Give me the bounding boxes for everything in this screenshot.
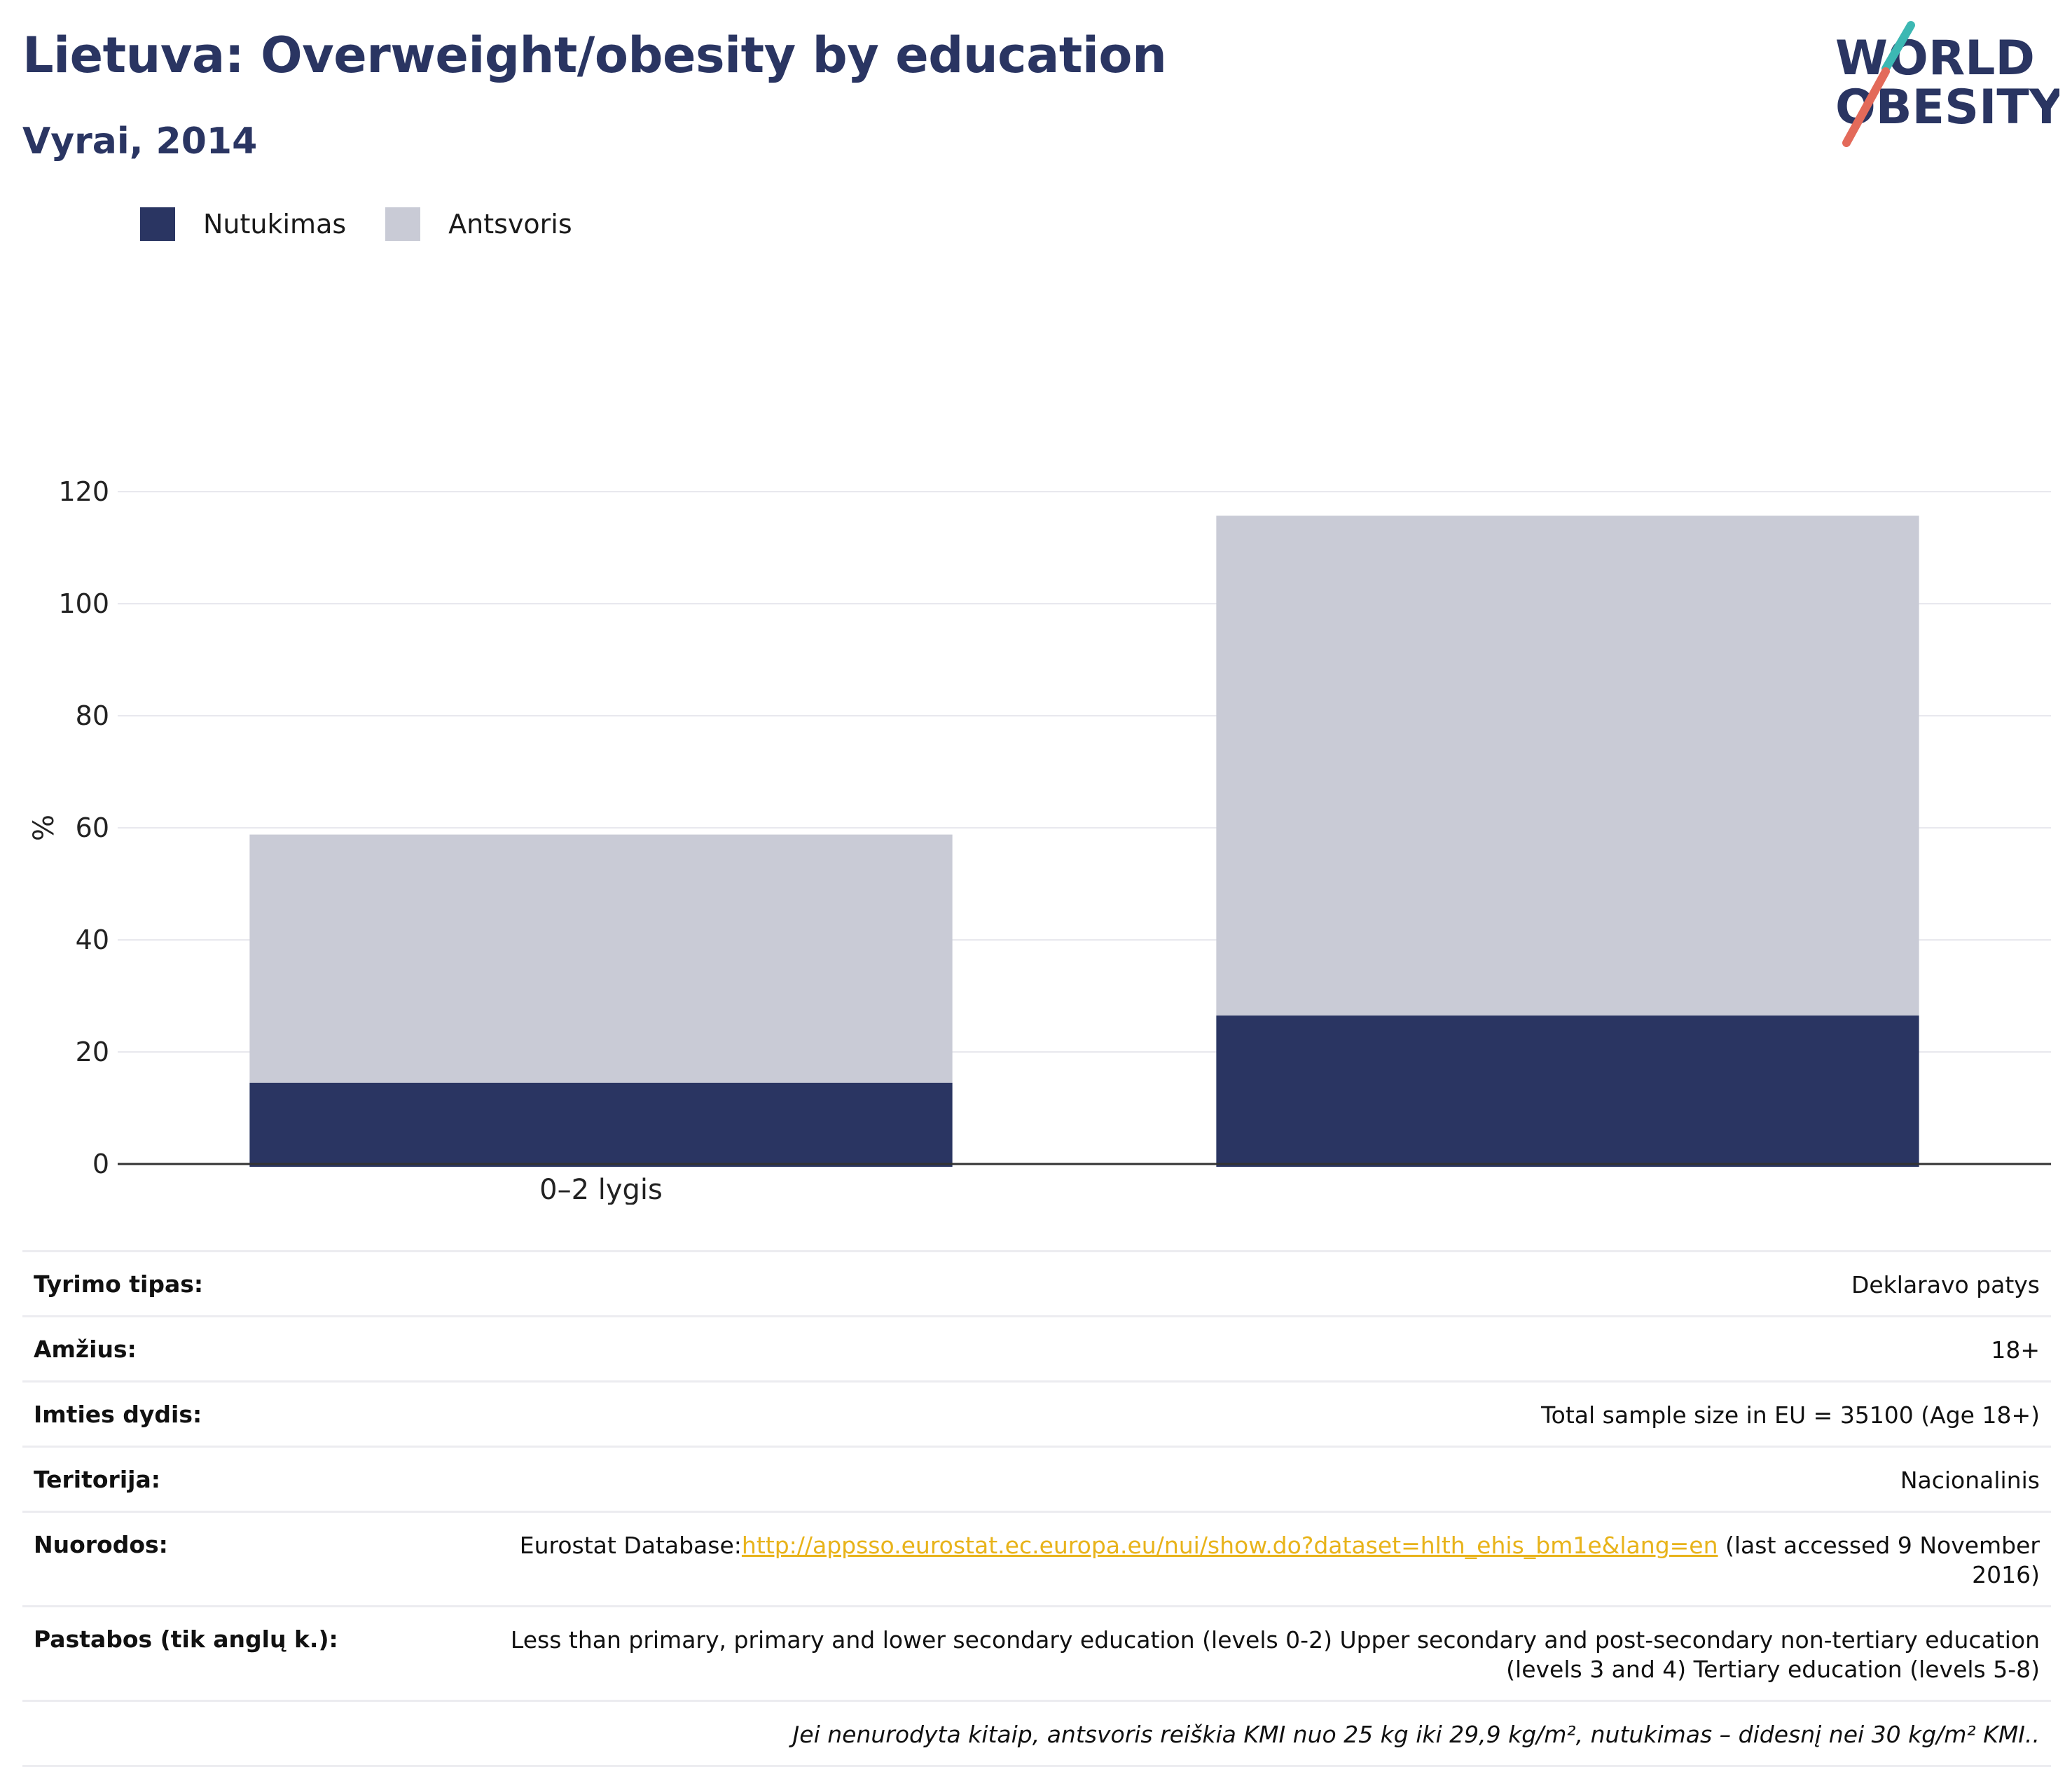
legend-item-obesity[interactable]: Nutukimas [140, 207, 346, 241]
info-label: Nuorodos: [34, 1531, 168, 1558]
y-tick-label: 80 [76, 700, 109, 731]
legend-swatch-overweight [385, 207, 421, 241]
bar-chart: 0 20 40 60 80 100 120% 0–2 lygis [28, 476, 2051, 1205]
info-row-notes: Pastabos (tik anglų k.): Less than prima… [22, 1605, 2051, 1700]
chart-subtitle: Vyrai, 2014 [22, 120, 258, 162]
y-tick-label: 120 [58, 476, 109, 507]
legend-item-overweight[interactable]: Antsvoris [385, 207, 572, 241]
world-obesity-logo: WORLD OBESITY [1835, 21, 2059, 147]
info-label: Tyrimo tipas: [34, 1270, 204, 1298]
reference-prefix: Eurostat Database: [519, 1532, 742, 1559]
info-value: Eurostat Database:http://appsso.eurostat… [454, 1531, 2040, 1590]
info-label: Imties dydis: [34, 1401, 202, 1428]
info-row-age: Amžius: 18+ [22, 1315, 2051, 1380]
bar-obesity [1216, 1016, 1919, 1167]
info-value: Less than primary, primary and lower sec… [510, 1626, 2040, 1683]
info-label: Pastabos (tik anglų k.): [34, 1626, 338, 1653]
bar-obesity [249, 1083, 953, 1167]
reference-suffix: (last accessed 9 November 2016) [1718, 1532, 2040, 1588]
chart-legend: Nutukimas Antsvoris [140, 207, 612, 241]
footnote-text: Jei nenurodyta kitaip, antsvoris reiškia… [792, 1721, 2040, 1748]
chart-title: Lietuva: Overweight/obesity by education [22, 27, 1167, 84]
info-value: 18+ [1991, 1336, 2040, 1364]
reference-link[interactable]: http://appsso.eurostat.ec.europa.eu/nui/… [741, 1532, 1718, 1559]
y-tick-label: 100 [58, 588, 109, 619]
svg-text:WORLD: WORLD [1835, 31, 2035, 86]
info-row-references: Nuorodos: Eurostat Database:http://appss… [22, 1511, 2051, 1605]
legend-label-obesity: Nutukimas [203, 209, 347, 240]
info-table: Tyrimo tipas: Deklaravo patys Amžius: 18… [22, 1250, 2051, 1767]
info-value: Deklaravo patys [1851, 1271, 2040, 1298]
info-label: Teritorija: [34, 1466, 160, 1493]
info-label: Amžius: [34, 1336, 137, 1363]
legend-swatch-obesity [140, 207, 175, 241]
y-axis-label: % [28, 815, 60, 841]
y-tick-label: 40 [76, 924, 109, 955]
info-row-sample-size: Imties dydis: Total sample size in EU = … [22, 1380, 2051, 1446]
legend-label-overweight: Antsvoris [448, 209, 572, 240]
info-row-footnote: Jei nenurodyta kitaip, antsvoris reiškia… [22, 1700, 2051, 1767]
y-tick-label: 0 [92, 1149, 109, 1179]
x-tick-label: 0–2 lygis [539, 1174, 663, 1205]
info-row-survey-type: Tyrimo tipas: Deklaravo patys [22, 1250, 2051, 1315]
bar-overweight [1216, 515, 1919, 1016]
y-tick-label: 20 [76, 1037, 109, 1067]
y-tick-label: 60 [76, 812, 109, 843]
bar-overweight [249, 834, 953, 1083]
info-row-territory: Teritorija: Nacionalinis [22, 1446, 2051, 1511]
info-value: Nacionalinis [1900, 1467, 2040, 1494]
info-value: Total sample size in EU = 35100 (Age 18+… [1541, 1401, 2040, 1429]
